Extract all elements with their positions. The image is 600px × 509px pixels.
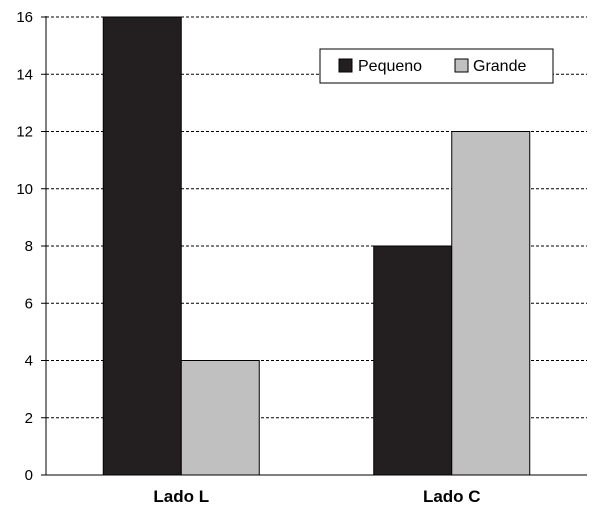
bars <box>102 16 531 476</box>
x-axis-label: Lado C <box>423 487 481 506</box>
y-tick-label: 10 <box>16 181 33 198</box>
y-tick-label: 6 <box>25 295 33 312</box>
y-tick-label: 2 <box>25 410 33 427</box>
y-tick-label: 14 <box>16 66 33 83</box>
y-tick-label: 8 <box>25 238 33 255</box>
legend-box <box>319 48 554 84</box>
legend-swatch-pequeno <box>338 58 353 73</box>
y-tick-label: 12 <box>16 124 33 141</box>
bar-pequeno-lado-c <box>373 245 453 476</box>
y-axis-ticks: 0 2 4 6 8 10 12 14 16 <box>16 9 46 484</box>
y-tick-label: 4 <box>25 353 33 370</box>
x-axis-labels: Lado L Lado C <box>153 487 480 506</box>
y-tick-label: 16 <box>16 9 33 26</box>
legend: Pequeno Grande <box>319 48 554 84</box>
bar-pequeno-lado-l <box>102 16 182 476</box>
legend-swatch-grande <box>454 58 469 73</box>
x-axis-label: Lado L <box>153 487 209 506</box>
legend-label-grande: Grande <box>473 58 526 75</box>
axes <box>45 16 587 476</box>
legend-label-pequeno: Pequeno <box>358 58 422 75</box>
y-tick-label: 0 <box>25 467 33 484</box>
bar-grande-lado-l <box>180 360 260 476</box>
bar-grande-lado-c <box>451 131 531 476</box>
